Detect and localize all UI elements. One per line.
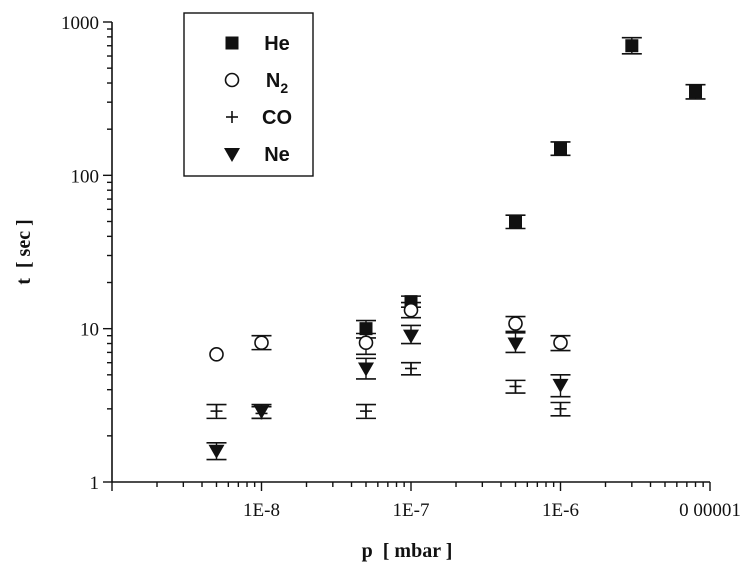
data-point: [508, 316, 523, 331]
data-point: [553, 335, 568, 350]
data-point: [359, 405, 372, 418]
series-he: [355, 36, 706, 339]
y-tick-label: 1: [90, 473, 100, 494]
x-tick-label: 1E-6: [542, 500, 579, 521]
legend-label: He: [264, 33, 290, 55]
legend-marker: [224, 72, 240, 88]
legend-marker: [224, 148, 240, 162]
legend-marker: [226, 111, 238, 123]
data-point: [254, 335, 269, 350]
data-point: [210, 405, 223, 418]
x-tick-label: 1E-8: [243, 500, 280, 521]
data-point: [689, 85, 703, 99]
data-marks: [206, 36, 706, 461]
axes: 1E-8 1E-7 1E-6 0 00001 1 10 100 1000: [61, 13, 741, 521]
data-point: [552, 378, 569, 393]
data-point: [403, 329, 419, 344]
legend-label: CO: [262, 107, 292, 129]
series-ne: [206, 324, 571, 461]
x-tick-label: 0 00001: [679, 500, 741, 521]
data-point: [508, 214, 522, 228]
data-point: [253, 405, 270, 420]
legend-label: Ne: [264, 144, 290, 166]
data-point: [554, 402, 567, 415]
data-point: [403, 302, 419, 318]
data-point: [554, 141, 567, 155]
data-point: [359, 322, 373, 336]
data-point: [507, 337, 524, 352]
data-point: [405, 362, 417, 375]
data-point: [358, 335, 374, 350]
x-axis-title: p [ mbar ]: [362, 540, 453, 562]
legend-box: [183, 12, 314, 177]
series-n2: [209, 301, 571, 362]
y-tick-label: 10: [80, 320, 99, 341]
y-tick-label: 1000: [61, 13, 99, 34]
data-point: [509, 380, 522, 393]
data-point: [209, 347, 224, 362]
data-point: [208, 444, 225, 459]
data-point: [357, 362, 374, 377]
y-tick-label: 100: [71, 166, 100, 187]
data-point: [625, 39, 639, 53]
legend-marker: [225, 36, 239, 50]
y-axis-title: t [ sec ]: [13, 219, 35, 285]
x-tick-label: 1E-7: [393, 500, 430, 521]
